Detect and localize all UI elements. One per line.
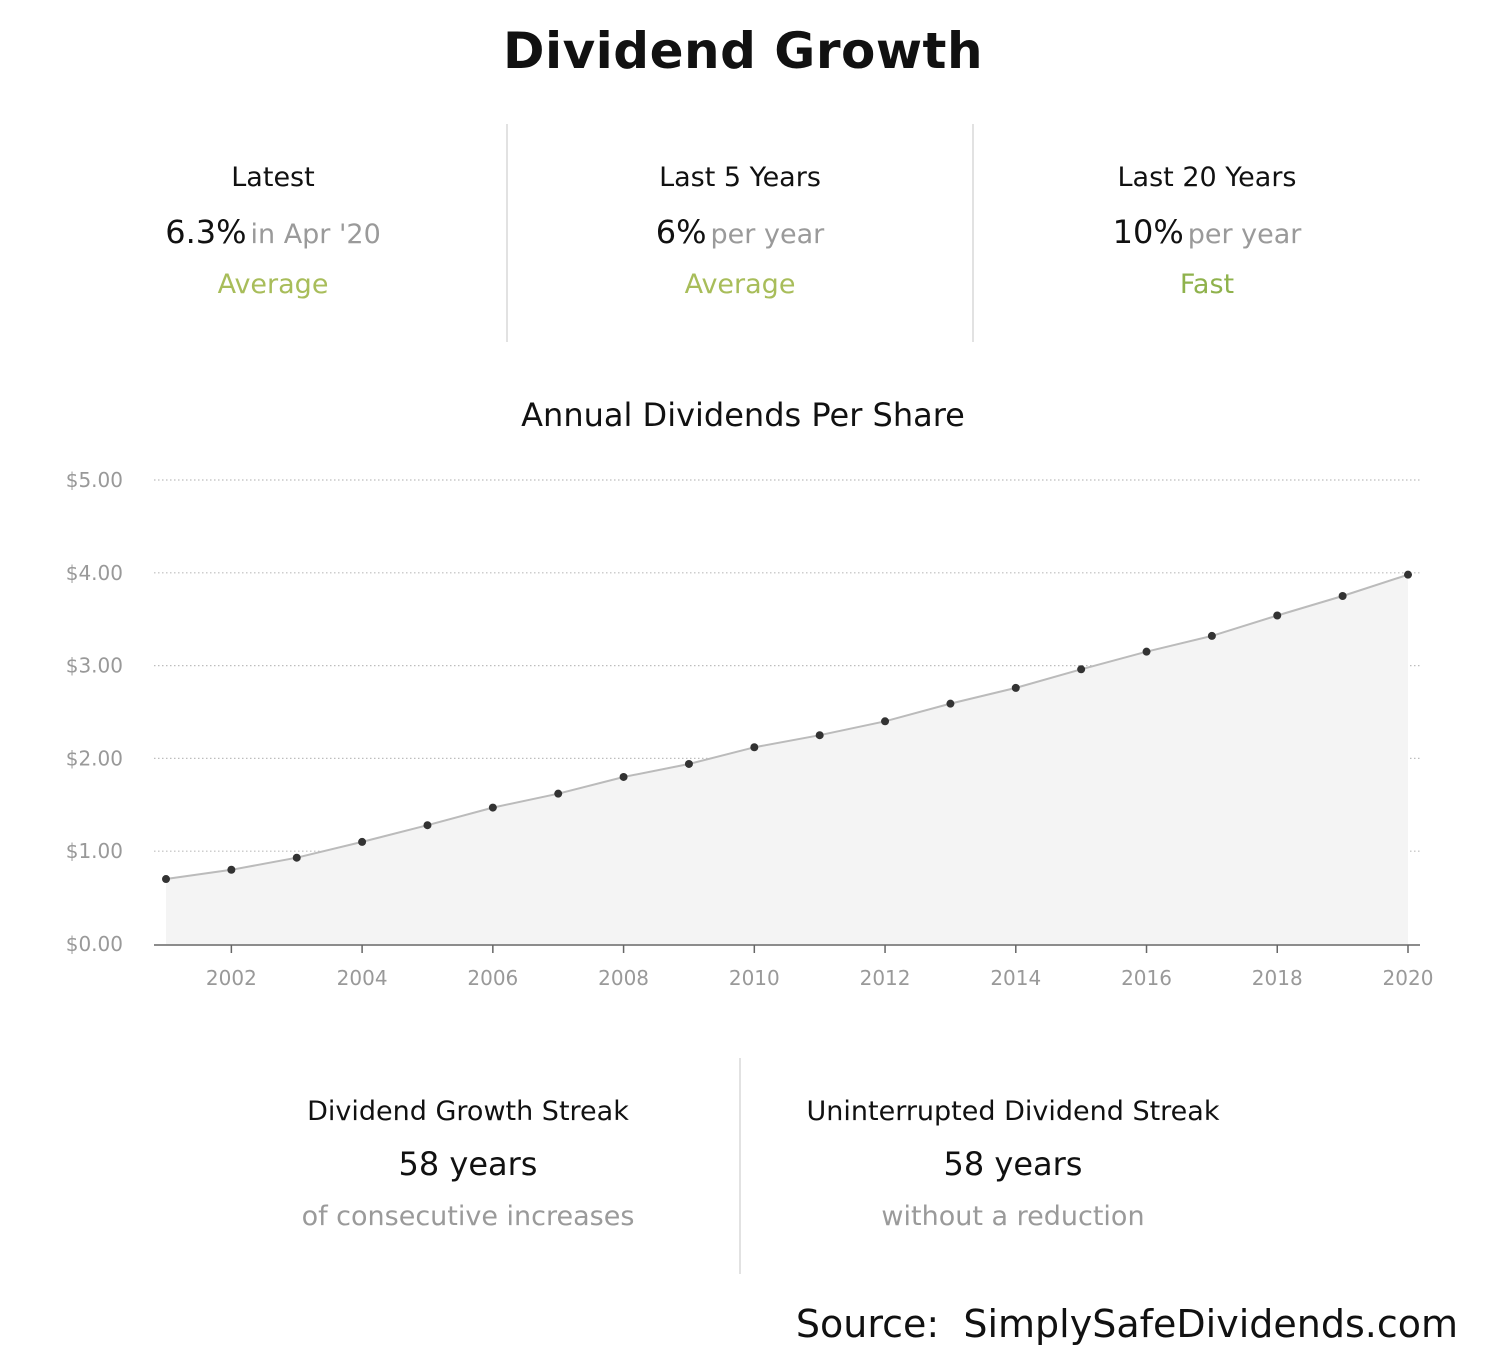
source-credit: Source: SimplySafeDividends.com <box>795 1302 1458 1346</box>
metric-label: Last 20 Years <box>1117 162 1297 193</box>
x-tick-label: 2018 <box>1252 966 1303 990</box>
data-point <box>1077 665 1086 674</box>
y-tick-label: $4.00 <box>66 561 123 585</box>
metric-rating: Fast <box>1179 269 1235 300</box>
data-point <box>815 731 824 740</box>
x-tick-label: 2010 <box>729 966 780 990</box>
data-point <box>619 772 628 781</box>
data-point <box>1207 631 1216 640</box>
data-point <box>1142 647 1151 656</box>
data-point <box>554 789 563 798</box>
data-point <box>292 853 301 862</box>
x-tick-label: 2016 <box>1121 966 1172 990</box>
streak-value: 58 years <box>398 1145 538 1183</box>
x-tick-label: 2004 <box>337 966 388 990</box>
data-point <box>1273 611 1282 620</box>
y-tick-label: $1.00 <box>66 839 123 863</box>
y-tick-label: $2.00 <box>66 746 123 770</box>
data-point <box>1011 683 1020 692</box>
data-point <box>358 837 367 846</box>
data-point <box>684 759 693 768</box>
streak-label: Dividend Growth Streak <box>307 1096 629 1127</box>
x-tick-label: 2002 <box>206 966 257 990</box>
y-tick-label: $3.00 <box>66 654 123 678</box>
series-line <box>165 573 1409 880</box>
metric-suffix: per year <box>1187 219 1302 250</box>
y-tick-label: $0.00 <box>66 932 123 956</box>
data-point <box>750 743 759 752</box>
data-point <box>881 717 890 726</box>
streak-value: 58 years <box>943 1145 1083 1183</box>
x-tick-label: 2014 <box>990 966 1041 990</box>
metric-value: 6.3% <box>165 213 247 251</box>
streak-subtext: of consecutive increases <box>301 1201 635 1232</box>
streak-uninterrupted: Uninterrupted Dividend Streak 58 years w… <box>733 1058 1293 1232</box>
data-point <box>227 865 236 874</box>
streak-subtext: without a reduction <box>881 1201 1145 1232</box>
data-point <box>488 803 497 812</box>
dividends-chart: $0.00 $1.00 $2.00 $3.00 $4.00 $5.00 2002 2004 20… <box>66 468 1434 990</box>
metric-last-20-years: Last 20 Years 10% per year Fast <box>974 124 1440 342</box>
metric-label: Latest <box>231 162 315 193</box>
data-point <box>946 699 955 708</box>
metric-last-5-years: Last 5 Years 6% per year Average <box>507 124 973 342</box>
divider <box>739 1058 741 1274</box>
chart-title: Annual Dividends Per Share <box>521 396 965 434</box>
page-title: Dividend Growth <box>502 22 984 80</box>
x-tick-label: 2008 <box>598 966 649 990</box>
x-tick-label: 2020 <box>1383 966 1434 990</box>
streak-growth: Dividend Growth Streak 58 years of conse… <box>188 1058 748 1232</box>
y-tick-label: $5.00 <box>66 468 123 492</box>
x-tick-label: 2006 <box>467 966 518 990</box>
divider <box>506 124 508 342</box>
data-point <box>162 875 170 884</box>
metric-label: Last 5 Years <box>659 162 821 193</box>
dividend-streaks: Dividend Growth Streak 58 years of conse… <box>0 1058 1486 1274</box>
streak-label: Uninterrupted Dividend Streak <box>806 1096 1220 1127</box>
data-point <box>1338 592 1347 600</box>
metric-rating: Average <box>217 269 329 300</box>
divider <box>972 124 974 342</box>
metric-value: 6% <box>655 213 707 251</box>
data-point <box>1404 570 1412 579</box>
metric-suffix: per year <box>710 219 825 250</box>
data-point <box>423 821 432 830</box>
x-tick-label: 2012 <box>860 966 911 990</box>
metric-suffix: in Apr '20 <box>250 219 381 250</box>
metric-latest: Latest 6.3% in Apr '20 Average <box>40 124 506 342</box>
metric-rating: Average <box>684 269 796 300</box>
metric-value: 10% <box>1112 213 1184 251</box>
series-area <box>166 574 1408 944</box>
growth-metrics: Latest 6.3% in Apr '20 Average Last 5 Yea… <box>40 124 1440 342</box>
